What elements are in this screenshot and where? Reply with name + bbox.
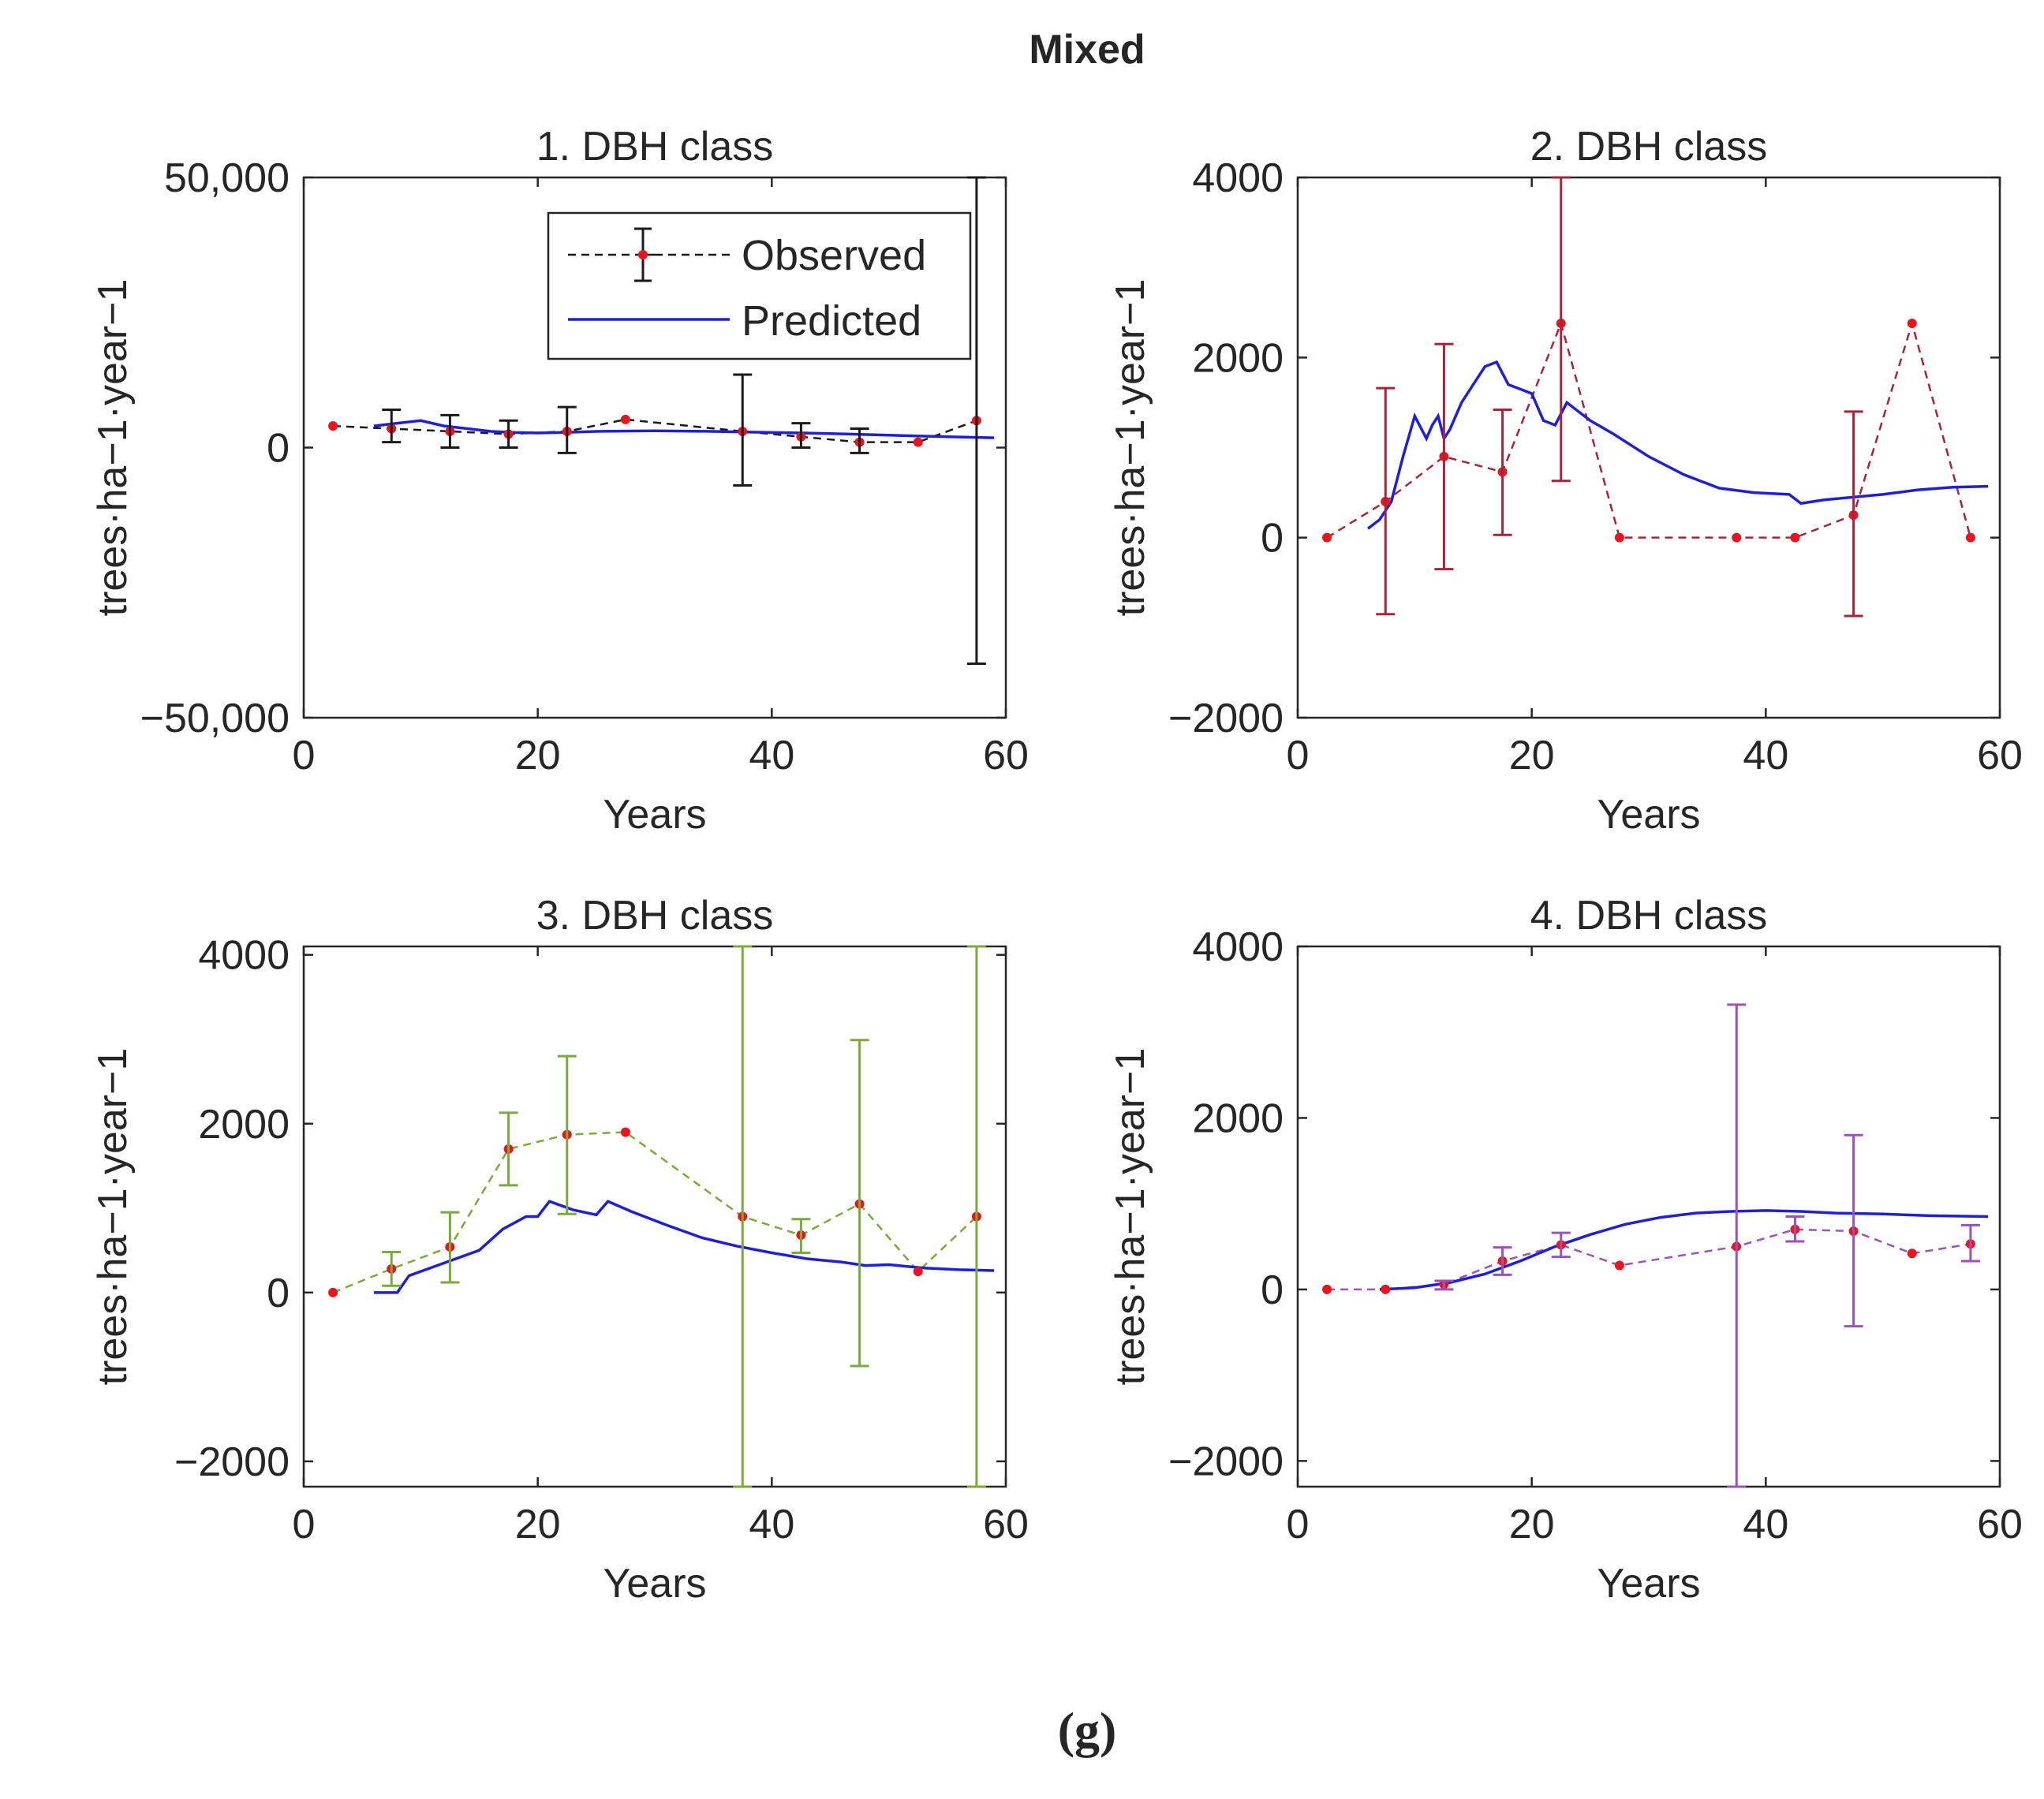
y-tick-label: 2000 <box>1192 1095 1284 1141</box>
observed-point <box>913 1267 923 1277</box>
y-axis-label: trees·ha−1·year−1 <box>1108 279 1153 617</box>
y-tick-label: −2000 <box>174 1439 290 1485</box>
panel-title: 1. DBH class <box>536 124 774 170</box>
x-tick-label: 20 <box>515 1502 561 1547</box>
x-tick-label: 40 <box>749 733 794 778</box>
panel-title: 2. DBH class <box>1530 124 1768 170</box>
x-axis-label: Years <box>603 792 706 838</box>
observed-point <box>1732 532 1742 543</box>
y-tick-label: 4000 <box>1192 155 1284 201</box>
x-tick-label: 20 <box>1509 733 1555 778</box>
x-tick-label: 40 <box>1743 1502 1788 1547</box>
predicted-series-line <box>373 419 995 439</box>
y-tick-label: 2000 <box>1192 335 1284 381</box>
x-tick-label: 20 <box>515 733 561 778</box>
observed-point <box>1907 318 1917 328</box>
y-tick-label: 4000 <box>1192 924 1284 970</box>
observed-series-line <box>1326 319 1972 539</box>
observed-point <box>1965 532 1975 543</box>
observed-point <box>328 1287 338 1297</box>
observed-point <box>1614 532 1624 543</box>
legend-box <box>547 211 972 360</box>
observed-point <box>1790 532 1800 543</box>
plot-area-frame <box>302 945 1007 1488</box>
observed-point <box>1381 1284 1391 1294</box>
y-axis-label: trees·ha−1·year−1 <box>90 1048 136 1386</box>
legend-observed-dot <box>638 250 648 259</box>
predicted-series-line <box>374 1200 995 1294</box>
y-axis-label: trees·ha−1·year−1 <box>90 279 136 617</box>
x-tick-label: 60 <box>983 1502 1029 1547</box>
x-tick-label: 0 <box>293 1502 316 1547</box>
observed-point <box>1322 1284 1332 1294</box>
x-tick-label: 60 <box>983 733 1029 778</box>
legend-observed-label: Observed <box>742 232 926 279</box>
plot-area-frame <box>1296 945 2001 1488</box>
panel-title: 3. DBH class <box>536 893 774 939</box>
observed-point <box>1907 1248 1917 1259</box>
x-tick-label: 20 <box>1509 1502 1555 1547</box>
x-axis-label: Years <box>1597 1561 1700 1607</box>
y-tick-label: −2000 <box>1168 1439 1284 1484</box>
observed-point <box>913 437 923 447</box>
observed-series-line <box>333 418 977 443</box>
y-tick-label: 0 <box>1261 516 1284 562</box>
figure-title: Mixed <box>1029 27 1145 73</box>
figure-caption: (g) <box>1058 1702 1117 1758</box>
x-tick-label: 40 <box>749 1502 794 1547</box>
x-axis-label: Years <box>603 1561 706 1607</box>
predicted-series-line <box>1366 360 1989 530</box>
y-tick-label: 2000 <box>198 1102 290 1148</box>
x-tick-label: 0 <box>293 733 316 778</box>
panel-title: 4. DBH class <box>1530 893 1768 939</box>
y-tick-label: 50,000 <box>164 155 290 201</box>
x-tick-label: 40 <box>1743 733 1788 778</box>
plot-area-frame <box>1296 176 2001 719</box>
legend: Observed Predicted <box>547 211 972 360</box>
observed-point <box>620 414 630 424</box>
y-axis-label: trees·ha−1·year−1 <box>1108 1048 1153 1386</box>
observed-point <box>328 421 338 431</box>
observed-series-line <box>332 1131 977 1293</box>
x-tick-label: 60 <box>1977 733 2023 778</box>
observed-point <box>1614 1260 1624 1271</box>
y-tick-label: 4000 <box>198 933 290 979</box>
y-tick-label: 0 <box>1261 1267 1284 1313</box>
plot-content <box>1322 318 1989 543</box>
x-axis-label: Years <box>1597 792 1700 838</box>
predicted-series-line <box>1379 1209 1989 1291</box>
x-tick-label: 60 <box>1977 1502 2023 1547</box>
y-tick-label: 0 <box>267 1271 290 1316</box>
observed-point <box>620 1127 630 1137</box>
y-tick-label: −2000 <box>1168 696 1284 741</box>
legend-predicted-label: Predicted <box>742 297 921 345</box>
y-tick-label: −50,000 <box>140 696 290 741</box>
observed-point <box>1322 532 1332 543</box>
y-tick-label: 0 <box>267 426 290 472</box>
x-tick-label: 0 <box>1287 733 1310 778</box>
x-tick-label: 0 <box>1287 1502 1310 1547</box>
